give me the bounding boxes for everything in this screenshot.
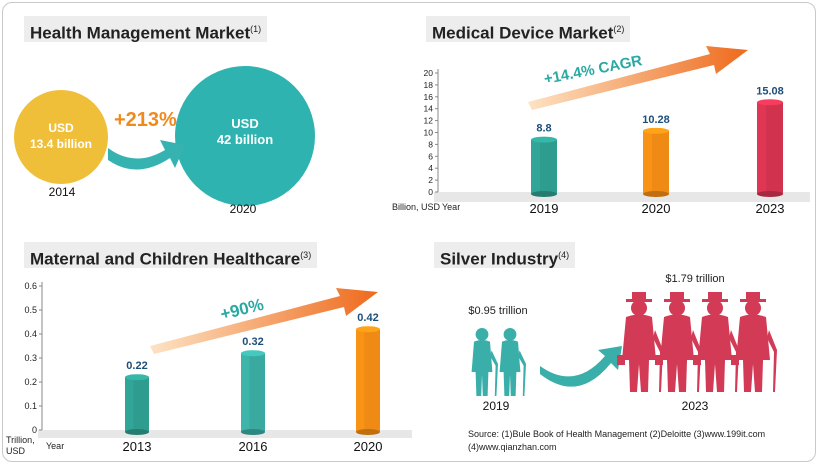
maternal-note: (3) <box>300 250 312 260</box>
bar-value-label: 10.28 <box>642 114 670 126</box>
small-market-value: 13.4 billion <box>30 137 92 151</box>
health-note: (1) <box>250 24 262 34</box>
x-category-label: 2019 <box>530 201 559 216</box>
bar-highlight <box>531 139 541 194</box>
medical-title-text: Medical Device Market <box>432 23 614 43</box>
chart-floor <box>38 430 412 438</box>
bar-value-label: 0.32 <box>242 336 263 348</box>
bar-top <box>643 127 669 134</box>
silver-note: (4) <box>558 250 570 260</box>
maternal-title: Maternal and Children Healthcare(3) <box>24 242 318 269</box>
y-tick-label: 0 <box>32 425 37 435</box>
health-title-text: Health Management Market <box>30 23 251 43</box>
silver-growth-arrow-icon <box>540 346 622 387</box>
y-tick-label: 0 <box>428 187 433 197</box>
bar-top <box>125 374 149 381</box>
bar-value-label: 0.22 <box>126 360 147 372</box>
source-line-2: (4)www.qianzhan.com <box>468 442 557 452</box>
y-tick-label: 4 <box>428 163 433 173</box>
bar-bottom <box>125 429 149 435</box>
y-tick-label: 2 <box>428 175 433 185</box>
bar-highlight <box>356 329 365 432</box>
y-tick-label: 0.4 <box>24 329 37 339</box>
x-year-label: Year <box>442 202 460 212</box>
bar-bottom <box>356 429 380 435</box>
bar-value-label: 15.08 <box>756 85 784 97</box>
silver-graphic: $0.95 trillion 2019 $1.79 trillion 2023 <box>468 273 777 413</box>
y-unit-label: Trillion, <box>6 435 35 445</box>
large-market-year: 2020 <box>230 202 257 216</box>
y-tick-label: 20 <box>424 68 434 78</box>
medical-note: (2) <box>613 24 625 34</box>
medical-title: Medical Device Market(2) <box>426 16 631 43</box>
bar-bottom <box>241 429 265 435</box>
elderly-couple-icon <box>471 328 526 396</box>
source-note: Source: (1)Bule Book of Health Managemen… <box>468 428 798 454</box>
x-category-label: 2020 <box>642 201 671 216</box>
health-growth-label: +213% <box>114 109 177 131</box>
elderly-group-icon <box>617 292 777 392</box>
bar-top <box>356 326 380 333</box>
x-category-label: 2023 <box>756 201 785 216</box>
bar-highlight <box>757 102 767 194</box>
small-market-circle <box>14 90 108 184</box>
small-market-unit: USD <box>48 121 74 135</box>
silver-left-value: $0.95 trillion <box>468 305 527 317</box>
y-unit-label: USD <box>6 446 26 456</box>
y-unit-label: Billion, USD <box>392 202 441 212</box>
bar-value-label: 0.42 <box>357 312 378 324</box>
y-tick-label: 8 <box>428 139 433 149</box>
y-tick-label: 0.2 <box>24 377 37 387</box>
x-category-label: 2013 <box>123 439 152 454</box>
bar-value-label: 8.8 <box>536 123 551 135</box>
silver-right-year: 2023 <box>682 399 709 413</box>
x-category-label: 2016 <box>239 439 268 454</box>
bar-top <box>241 350 265 357</box>
large-market-value: 42 billion <box>217 132 273 147</box>
y-tick-label: 12 <box>424 116 434 126</box>
growth-arrow-icon <box>150 288 378 354</box>
silver-left-year: 2019 <box>483 399 510 413</box>
x-year-label: Year <box>46 441 64 451</box>
bar-highlight <box>125 377 134 432</box>
maternal-title-text: Maternal and Children Healthcare <box>30 249 301 269</box>
silver-title-text: Silver Industry <box>440 249 559 269</box>
health-title: Health Management Market(1) <box>24 16 268 43</box>
large-market-circle <box>175 66 315 206</box>
bar-highlight <box>643 130 653 194</box>
y-tick-label: 0.3 <box>24 353 37 363</box>
y-tick-label: 0.6 <box>24 281 37 291</box>
bar-bottom <box>531 191 557 197</box>
bar-top <box>531 136 557 143</box>
x-category-label: 2020 <box>354 439 383 454</box>
bar-highlight <box>241 353 250 432</box>
source-line-1: Source: (1)Bule Book of Health Managemen… <box>468 429 766 439</box>
growth-arrow-icon <box>108 140 185 170</box>
silver-right-value: $1.79 trillion <box>665 273 724 285</box>
y-tick-label: 0.1 <box>24 401 37 411</box>
y-tick-label: 0.5 <box>24 305 37 315</box>
maternal-chart: 00.10.20.30.40.50.6+90%0.2220130.3220160… <box>6 281 412 456</box>
y-tick-label: 6 <box>428 151 433 161</box>
y-tick-label: 18 <box>424 80 434 90</box>
bar-bottom <box>643 191 669 197</box>
large-market-unit: USD <box>231 116 258 131</box>
bar-bottom <box>757 191 783 197</box>
y-tick-label: 10 <box>424 128 434 138</box>
y-tick-label: 16 <box>424 92 434 102</box>
chart-floor <box>434 192 810 202</box>
growth-arrow-icon <box>528 46 748 110</box>
silver-title: Silver Industry(4) <box>434 242 576 269</box>
health-graphic: +213% USD 13.4 billion USD 42 billion 20… <box>14 66 315 216</box>
bar-top <box>757 99 783 106</box>
small-market-year: 2014 <box>49 185 76 199</box>
y-tick-label: 14 <box>424 104 434 114</box>
